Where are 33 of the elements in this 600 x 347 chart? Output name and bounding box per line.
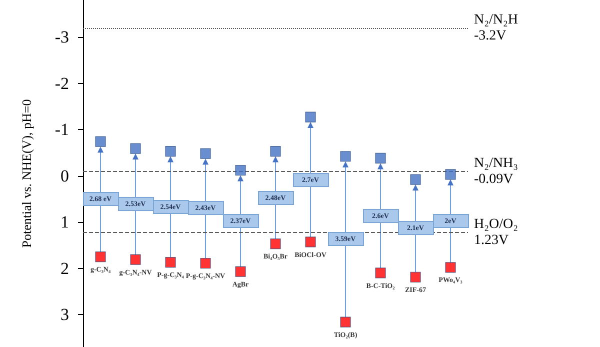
point [165,146,176,157]
y-tick-label: 2 [60,258,69,278]
ref-line-label: N₂/N₂H -3.2V [474,12,518,44]
point [95,251,106,262]
point [445,169,456,180]
point [410,272,421,282]
point [235,164,246,176]
point [130,143,141,154]
point [375,268,386,278]
y-tick-label: 1 [60,212,69,232]
point [340,316,351,328]
point [95,136,106,147]
ref-line-label: H₂O/O₂ 1.23V [474,217,518,248]
point [130,254,141,265]
point [305,236,316,248]
y-tick-label: 0 [60,166,69,186]
point [375,152,386,164]
point [340,151,351,162]
point [165,257,176,268]
point [410,174,421,185]
y-tick-label: 3 [60,305,69,324]
point [270,238,281,250]
point [200,148,211,159]
point [270,146,281,157]
y-tick-label: -2 [54,74,69,93]
y-tick-label: -1 [54,120,69,140]
y-axis-title: Potential vs. NHE(V), pH=0 [19,99,34,248]
point [305,112,316,122]
point [200,258,211,269]
y-tick-label: -3 [54,28,69,47]
ref-line-label: N₂/NH₃ -0.09V [474,156,518,188]
point [235,266,246,277]
point [445,262,456,273]
